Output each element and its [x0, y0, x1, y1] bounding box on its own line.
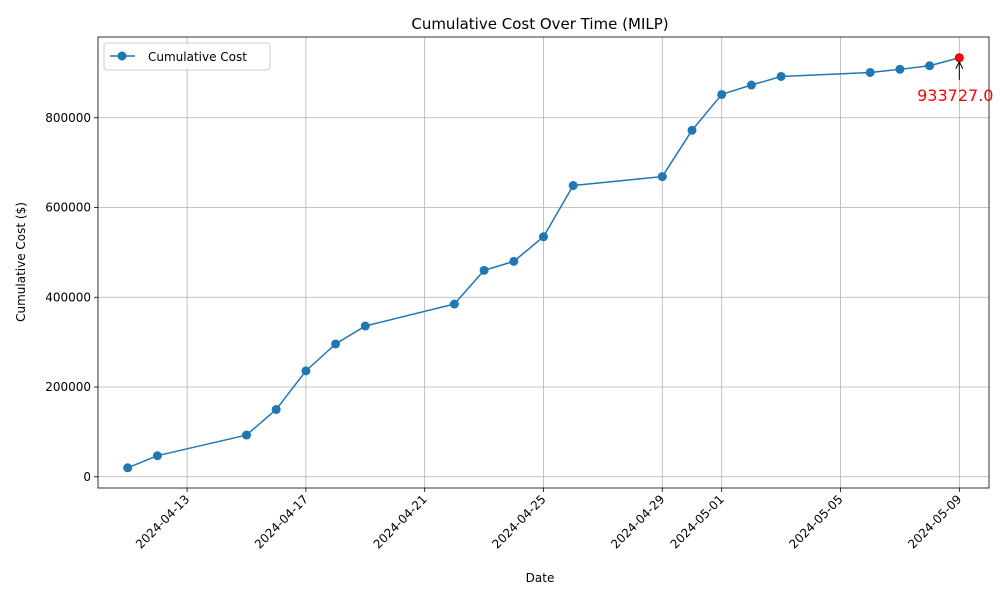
- legend-marker-swatch: [117, 51, 127, 61]
- data-point: [895, 64, 905, 74]
- annotation-label: 933727.0: [917, 86, 993, 105]
- data-point: [449, 299, 459, 309]
- data-point: [657, 172, 667, 182]
- legend-label: Cumulative Cost: [148, 50, 247, 64]
- y-tick-label: 200000: [45, 380, 91, 394]
- x-tick-label: 2024-05-01: [668, 492, 727, 551]
- x-tick-label: 2024-05-09: [905, 492, 964, 551]
- grid-lines: [98, 37, 989, 488]
- data-point: [242, 430, 251, 440]
- data-point: [123, 463, 133, 473]
- highlight-point: [954, 53, 964, 63]
- x-tick-label: 2024-04-29: [608, 492, 667, 551]
- data-point: [271, 404, 281, 414]
- data-point: [717, 89, 727, 99]
- data-point: [865, 67, 875, 77]
- data-point: [360, 321, 370, 331]
- annotation: 933727.0: [917, 53, 993, 105]
- y-tick-label: 800000: [45, 111, 91, 125]
- x-tick-label: 2024-04-25: [489, 492, 548, 551]
- x-axis-title: Date: [526, 571, 555, 585]
- data-point: [925, 61, 935, 71]
- axes: 2024-04-13 2024-04-17 2024-04-21 2024-04-25…: [45, 111, 964, 552]
- annotation-arrow-head: [955, 60, 964, 69]
- data-point: [539, 232, 548, 242]
- x-tick-label: 2024-04-21: [371, 492, 430, 551]
- data-point: [509, 256, 519, 266]
- data-point: [479, 265, 489, 275]
- data-point: [301, 366, 311, 376]
- x-tick-label: 2024-04-17: [252, 492, 311, 551]
- data-point: [776, 71, 786, 81]
- x-tick-label: 2024-04-13: [133, 492, 192, 551]
- x-tick-label: 2024-05-05: [786, 492, 845, 551]
- y-tick-label: 600000: [45, 201, 91, 215]
- series-layer: [123, 53, 964, 473]
- y-tick-label: 400000: [45, 290, 91, 304]
- data-point: [746, 80, 756, 90]
- data-point: [331, 339, 341, 349]
- legend: Cumulative Cost: [103, 42, 271, 71]
- data-point: [568, 181, 578, 191]
- data-point: [687, 125, 697, 135]
- y-axis-title: Cumulative Cost ($): [14, 202, 28, 322]
- y-tick-label: 0: [83, 470, 91, 484]
- chart-title: Cumulative Cost Over Time (MILP): [411, 15, 668, 33]
- legend-box: [103, 42, 271, 71]
- data-point: [152, 451, 162, 461]
